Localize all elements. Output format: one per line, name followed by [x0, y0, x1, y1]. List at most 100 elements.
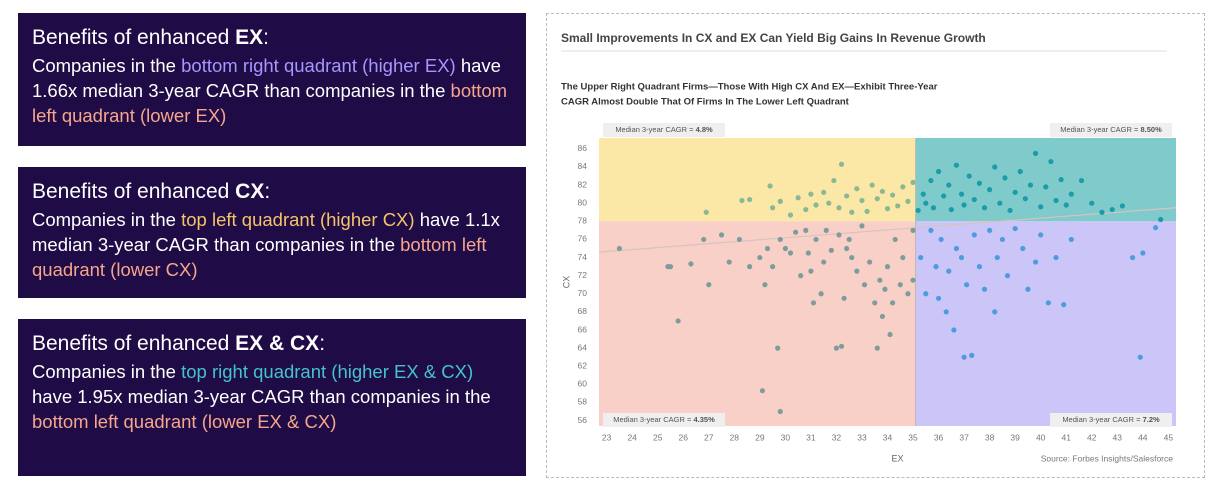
point: [1158, 216, 1164, 223]
point: [923, 291, 929, 297]
y-tick-label: 86: [578, 143, 588, 153]
x-tick-label: 28: [730, 432, 740, 442]
quadrant-label: Median 3-year CAGR = 4.35%: [613, 415, 715, 424]
text-segment: top right quadrant (higher EX & CX): [181, 361, 474, 382]
point: [805, 250, 811, 256]
x-tick-label: 35: [908, 432, 918, 442]
quadrant: [915, 221, 1176, 426]
point: [777, 236, 783, 243]
point: [813, 202, 819, 208]
quadrant-cagr: 7.2%: [1143, 415, 1160, 424]
point: [864, 208, 870, 214]
point: [1017, 168, 1023, 175]
point: [935, 295, 942, 301]
point: [900, 184, 906, 190]
point: [1022, 196, 1028, 202]
quadrant: [599, 138, 916, 222]
point: [838, 161, 845, 167]
point: [844, 193, 850, 199]
point: [951, 327, 957, 333]
point: [823, 227, 829, 233]
point: [849, 254, 855, 261]
point: [1068, 236, 1074, 243]
point: [777, 408, 783, 415]
y-tick-label: 58: [578, 397, 588, 407]
point: [1020, 245, 1026, 252]
point: [736, 236, 743, 243]
point: [747, 264, 753, 270]
x-tick-label: 24: [627, 432, 637, 442]
point: [770, 264, 776, 270]
point: [872, 300, 878, 306]
x-tick-label: 37: [959, 432, 969, 442]
point: [838, 343, 845, 349]
point: [961, 354, 967, 360]
point: [777, 198, 783, 204]
point: [861, 282, 868, 288]
point: [895, 203, 901, 209]
point: [859, 223, 865, 229]
point: [976, 180, 983, 186]
point: [706, 282, 712, 288]
y-tick-label: 82: [578, 179, 588, 189]
text-segment: bottom left quadrant (lower EX): [32, 80, 508, 126]
point: [999, 236, 1005, 243]
point: [1002, 175, 1008, 181]
text-segment: Benefits of enhanced: [32, 180, 236, 203]
y-tick-label: 76: [578, 234, 588, 244]
point: [920, 191, 926, 197]
point: [897, 282, 903, 288]
point: [987, 227, 993, 233]
point: [892, 236, 898, 243]
point: [1109, 206, 1115, 213]
text-segment: bottom left quadrant (lower EX & CX): [32, 411, 337, 432]
quadrant-label-text: Median 3-year CAGR =: [1060, 125, 1140, 134]
point: [981, 205, 988, 211]
source: Source: Forbes Insights/Salesforce: [1041, 453, 1174, 463]
point: [787, 212, 794, 218]
y-tick-label: 78: [578, 216, 588, 226]
quadrant-label-box: [1050, 413, 1172, 427]
point: [1063, 202, 1069, 208]
point: [1053, 254, 1059, 261]
x-tick-label: 44: [1138, 432, 1148, 442]
quadrant-cagr: 4.8%: [696, 125, 713, 134]
panel-body: Companies in the top right quadrant (hig…: [32, 359, 512, 434]
point: [1089, 200, 1095, 206]
y-tick-label: 74: [578, 252, 588, 262]
x-tick-label: 45: [1164, 432, 1174, 442]
point: [759, 388, 765, 394]
point: [836, 205, 842, 211]
point: [854, 268, 860, 274]
point: [971, 232, 977, 238]
point: [992, 309, 998, 315]
y-tick-label: 70: [578, 288, 588, 298]
point: [854, 186, 860, 192]
point: [770, 205, 776, 211]
panel-body: Companies in the bottom right quadrant (…: [32, 53, 512, 128]
point: [803, 206, 809, 213]
point: [943, 309, 949, 315]
point: [941, 193, 947, 199]
point: [813, 236, 819, 243]
text-segment: bottom right quadrant (higher EX): [181, 55, 456, 76]
quadrant-label-box: [603, 413, 725, 427]
quadrant-label-box: [603, 123, 725, 137]
panel-heading: Benefits of enhanced EX & CX:: [32, 331, 512, 357]
quadrant: [915, 138, 1176, 222]
quadrant-label-text: Median 3-year CAGR =: [613, 415, 693, 424]
point: [879, 313, 885, 320]
point: [997, 200, 1003, 206]
point: [810, 300, 817, 306]
point: [826, 200, 832, 206]
point: [757, 254, 763, 261]
point: [905, 291, 911, 297]
x-tick-label: 31: [806, 432, 816, 442]
text-segment: Benefits of enhanced: [32, 26, 236, 49]
x-tick-label: 36: [934, 432, 944, 442]
point: [818, 291, 824, 297]
point: [1012, 225, 1018, 232]
point: [887, 331, 893, 338]
benefit-panel: Benefits of enhanced EX: Companies in the…: [18, 13, 526, 146]
point: [953, 245, 960, 252]
